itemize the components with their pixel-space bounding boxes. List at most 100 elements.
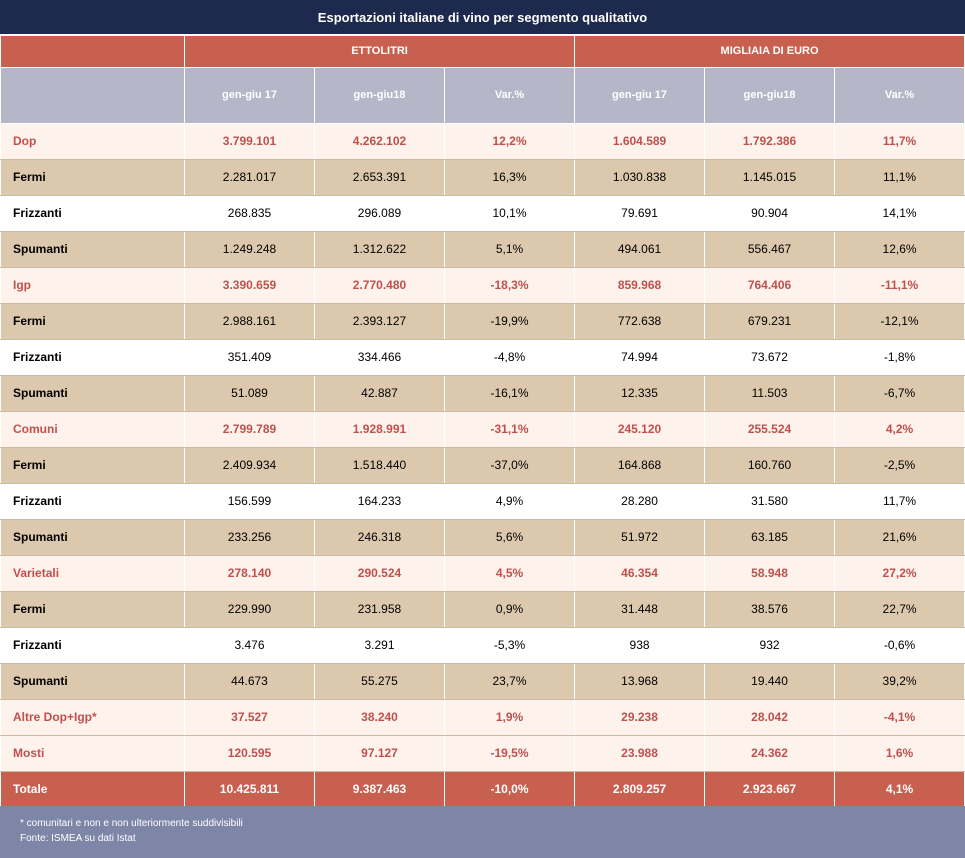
table-cell: 23.988 [574,735,706,772]
table-cell: 245.120 [574,411,706,448]
row-label: Fermi [0,591,185,628]
table-cell: 290.524 [314,555,445,592]
category-row: Varietali 278.140 290.524 4,5% 46.354 58.948 2… [0,555,965,592]
row-label: Varietali [0,555,185,592]
table-cell: -0,6% [834,627,965,664]
table-cell: 334.466 [314,339,445,376]
table-row: Fermi 2.409.934 1.518.440 -37,0% 164.868 160.… [0,447,965,484]
table-cell: 19.440 [704,663,836,700]
table-cell: 51.089 [184,375,315,412]
table-cell: 24.362 [704,735,836,772]
row-label: Comuni [0,411,185,448]
row-label: Frizzanti [0,195,185,232]
row-label: Frizzanti [0,627,185,664]
table-cell: 351.409 [184,339,315,376]
table-cell: 21,6% [834,519,965,556]
table-cell: 231.958 [314,591,445,628]
table-cell: 46.354 [574,555,706,592]
table-cell: 2.393.127 [314,303,445,340]
table-cell: 3.291 [314,627,445,664]
table-cell: 55.275 [314,663,445,700]
table-cell: 2.281.017 [184,159,315,196]
table-row: Frizzanti 3.476 3.291 -5,3% 938 932 -0,6% [0,627,965,664]
table-row: Spumanti 51.089 42.887 -16,1% 12.335 11.503 -6… [0,375,965,412]
column-header-row: gen-giu 17 gen-giu18 Var.% gen-giu 17 ge… [0,67,965,124]
table-cell: 38.576 [704,591,836,628]
export-table: ETTOLITRI MIGLIAIA DI EURO gen-giu 17 ge… [0,36,965,808]
table-title: Esportazioni italiane di vino per segmen… [0,0,965,36]
row-label: Altre Dop+Igp* [0,699,185,736]
row-label: Frizzanti [0,483,185,520]
table-cell: 1,6% [834,735,965,772]
table-cell: 1.604.589 [574,123,706,160]
row-label: Totale [0,771,185,808]
table-cell: 90.904 [704,195,836,232]
column-header: gen-giu18 [314,67,445,124]
table-cell: 51.972 [574,519,706,556]
table-row: Spumanti 1.249.248 1.312.622 5,1% 494.061 556… [0,231,965,268]
table-cell: 160.760 [704,447,836,484]
table-cell: 12,6% [834,231,965,268]
table-cell: 772.638 [574,303,706,340]
category-row: Igp 3.390.659 2.770.480 -18,3% 859.968 764.40… [0,267,965,304]
row-label: Mosti [0,735,185,772]
corner-cell [0,36,185,68]
row-label: Spumanti [0,231,185,268]
table-cell: 164.233 [314,483,445,520]
table-cell: 233.256 [184,519,315,556]
table-cell: 31.580 [704,483,836,520]
table-cell: 1.312.622 [314,231,445,268]
table-cell: 73.672 [704,339,836,376]
table-cell: 3.799.101 [184,123,315,160]
table-cell: -11,1% [834,267,965,304]
table-cell: 229.990 [184,591,315,628]
table-cell: -12,1% [834,303,965,340]
footnote: * comunitari e non e non ulteriormente s… [20,818,243,829]
table-cell: 2.809.257 [574,771,706,808]
column-header: gen-giu 17 [184,67,315,124]
table-cell: 31.448 [574,591,706,628]
table-cell: 255.524 [704,411,836,448]
table-cell: 278.140 [184,555,315,592]
table-cell: -19,5% [443,735,576,772]
table-cell: 2.799.789 [184,411,315,448]
table-cell: 97.127 [314,735,445,772]
table-cell: -6,7% [834,375,965,412]
table-cell: 3.390.659 [184,267,315,304]
row-label: Frizzanti [0,339,185,376]
group-header-row: ETTOLITRI MIGLIAIA DI EURO [0,36,965,68]
table-cell: 1.145.015 [704,159,836,196]
table-cell: 268.835 [184,195,315,232]
table-cell: 11,1% [834,159,965,196]
table-cell: 79.691 [574,195,706,232]
table-cell: 11,7% [834,123,965,160]
category-row: Dop 3.799.101 4.262.102 12,2% 1.604.589 1.792… [0,123,965,160]
table-cell: -10,0% [443,771,576,808]
table-cell: 3.476 [184,627,315,664]
table-cell: 156.599 [184,483,315,520]
column-header: gen-giu18 [704,67,836,124]
source-note: Fonte: ISMEA su dati Istat [20,833,136,844]
row-label: Spumanti [0,375,185,412]
table-cell: 938 [574,627,706,664]
table-row: Spumanti 233.256 246.318 5,6% 51.972 63.185 21… [0,519,965,556]
table-row: Fermi 2.988.161 2.393.127 -19,9% 772.638 679.… [0,303,965,340]
column-header: gen-giu 17 [574,67,706,124]
table-cell: 4,1% [834,771,965,808]
table-cell: 38.240 [314,699,445,736]
column-header: Var.% [443,67,576,124]
table-cell: 42.887 [314,375,445,412]
table-cell: 13.968 [574,663,706,700]
table-cell: 5,6% [443,519,576,556]
table-cell: -18,3% [443,267,576,304]
table-cell: 1,9% [443,699,576,736]
table-cell: 764.406 [704,267,836,304]
table-cell: 2.770.480 [314,267,445,304]
table-cell: 74.994 [574,339,706,376]
table-cell: 63.185 [704,519,836,556]
table-cell: 4,2% [834,411,965,448]
table-cell: -2,5% [834,447,965,484]
table-cell: 14,1% [834,195,965,232]
row-label: Dop [0,123,185,160]
